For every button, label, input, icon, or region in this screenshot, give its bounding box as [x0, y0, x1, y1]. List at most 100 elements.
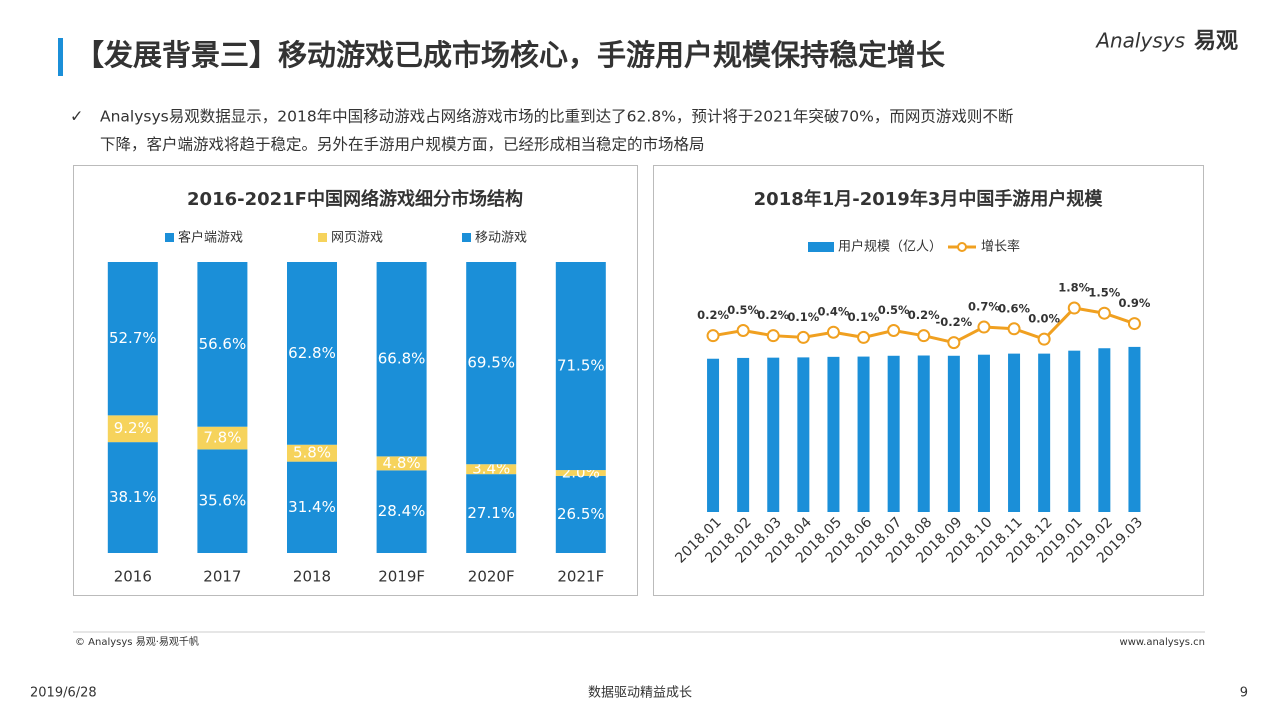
slogan: 数据驱动精益成长 [588, 686, 692, 701]
value-label: 0.9% [1118, 296, 1150, 310]
bar-segment [197, 262, 248, 427]
bar [1098, 348, 1111, 512]
bar-segment [376, 470, 427, 553]
bar-segment [376, 456, 427, 471]
value-label: 35.6% [199, 492, 247, 510]
value-label: 1.5% [1088, 286, 1120, 300]
chart-title: 2018年1月-2019年3月中国手游用户规模 [754, 188, 1104, 210]
value-label: 0.2% [697, 308, 729, 322]
site: www.analysys.cn [1120, 637, 1205, 648]
value-label: 0.5% [727, 303, 759, 317]
value-label: 62.8% [288, 344, 336, 362]
legend-swatch [808, 242, 834, 252]
bar-segment [466, 262, 517, 465]
bar-segment [287, 444, 337, 462]
bullet-line: 下降，客户端游戏将趋于稳定。另外在手游用户规模方面，已经形成相当稳定的市场格局 [100, 136, 705, 154]
x-tick-label: 2017 [203, 568, 241, 586]
value-label: 28.4% [378, 502, 426, 520]
growth-marker [977, 320, 991, 334]
bar-segment [555, 262, 606, 471]
bullet-line: Analysys易观数据显示，2018年中国移动游戏占网络游戏市场的比重到达了6… [100, 108, 1013, 126]
value-label: 38.1% [109, 488, 157, 506]
value-label: 4.8% [383, 454, 421, 472]
bar-segment [287, 262, 337, 445]
growth-marker [706, 329, 720, 343]
logo-cn: 易观 [1194, 29, 1238, 54]
value-label: 0.1% [848, 310, 880, 324]
bar-segment [555, 475, 606, 553]
bar [1008, 353, 1021, 512]
value-label: 71.5% [557, 357, 605, 375]
date: 2019/6/28 [30, 686, 97, 701]
bar [1038, 353, 1051, 512]
bar [827, 356, 840, 512]
panel [73, 165, 638, 596]
value-label: 26.5% [557, 505, 605, 523]
x-tick-label: 2021F [557, 568, 604, 586]
growth-marker [1067, 301, 1081, 315]
value-label: 56.6% [199, 335, 247, 353]
bar-segment [466, 464, 517, 475]
value-label: 0.5% [878, 303, 910, 317]
x-tick-label: 2020F [468, 568, 515, 586]
legend-label: 用户规模（亿人） [838, 239, 942, 255]
value-label: 7.8% [203, 429, 241, 447]
bar [707, 358, 720, 512]
bar-segment [107, 415, 158, 443]
growth-marker [1097, 306, 1111, 320]
legend-label: 网页游戏 [331, 231, 383, 246]
value-label: 0.4% [817, 305, 849, 319]
bar-segment [555, 470, 606, 476]
bar [917, 355, 930, 512]
x-tick-label: 2016 [114, 568, 152, 586]
bar-segment [197, 426, 248, 450]
source: © Analysys 易观·易观千帆 [75, 635, 199, 648]
value-label: 69.5% [467, 354, 515, 372]
bar [1068, 350, 1081, 512]
bar [977, 354, 990, 512]
growth-marker [766, 329, 780, 343]
value-label: 1.8% [1058, 281, 1090, 295]
x-tick-label: 2018 [293, 568, 331, 586]
bar-segment [287, 461, 337, 553]
bar [1128, 346, 1141, 512]
growth-marker [796, 330, 810, 344]
legend-marker [957, 242, 967, 252]
panel [653, 165, 1204, 596]
value-label: 66.8% [378, 350, 426, 368]
slide-title: 【发展背景三】移动游戏已成市场核心，手游用户规模保持稳定增长 [75, 38, 946, 72]
title-accent [58, 38, 63, 76]
bar [767, 357, 780, 512]
legend-label: 移动游戏 [475, 231, 527, 246]
value-label: 52.7% [109, 329, 157, 347]
growth-marker [1127, 317, 1141, 331]
growth-marker [826, 325, 840, 339]
bar-segment [107, 442, 158, 553]
bar-segment [376, 262, 427, 457]
value-label: 0.2% [757, 308, 789, 322]
legend-swatch [462, 233, 471, 242]
value-label: 0.6% [998, 301, 1030, 315]
bar [887, 355, 900, 512]
chart-title: 2016-2021F中国网络游戏细分市场结构 [187, 188, 523, 210]
bar [737, 357, 750, 512]
bar-segment [197, 449, 248, 553]
value-label: 9.2% [114, 419, 152, 437]
value-label: 5.8% [293, 444, 331, 462]
bar [797, 357, 810, 512]
growth-marker [1007, 322, 1021, 336]
check-icon: ✓ [70, 107, 83, 126]
value-label: 0.7% [968, 300, 1000, 314]
growth-marker [1037, 332, 1051, 346]
growth-marker [917, 329, 931, 343]
growth-marker [857, 330, 871, 344]
bar-segment [466, 474, 517, 553]
value-label: -0.2% [936, 315, 973, 329]
growth-marker [947, 336, 961, 350]
page-number: 9 [1240, 686, 1248, 701]
growth-marker [887, 324, 901, 337]
logo: Analysys [1094, 29, 1185, 53]
value-label: 31.4% [288, 498, 336, 516]
value-label: 27.1% [467, 504, 515, 522]
